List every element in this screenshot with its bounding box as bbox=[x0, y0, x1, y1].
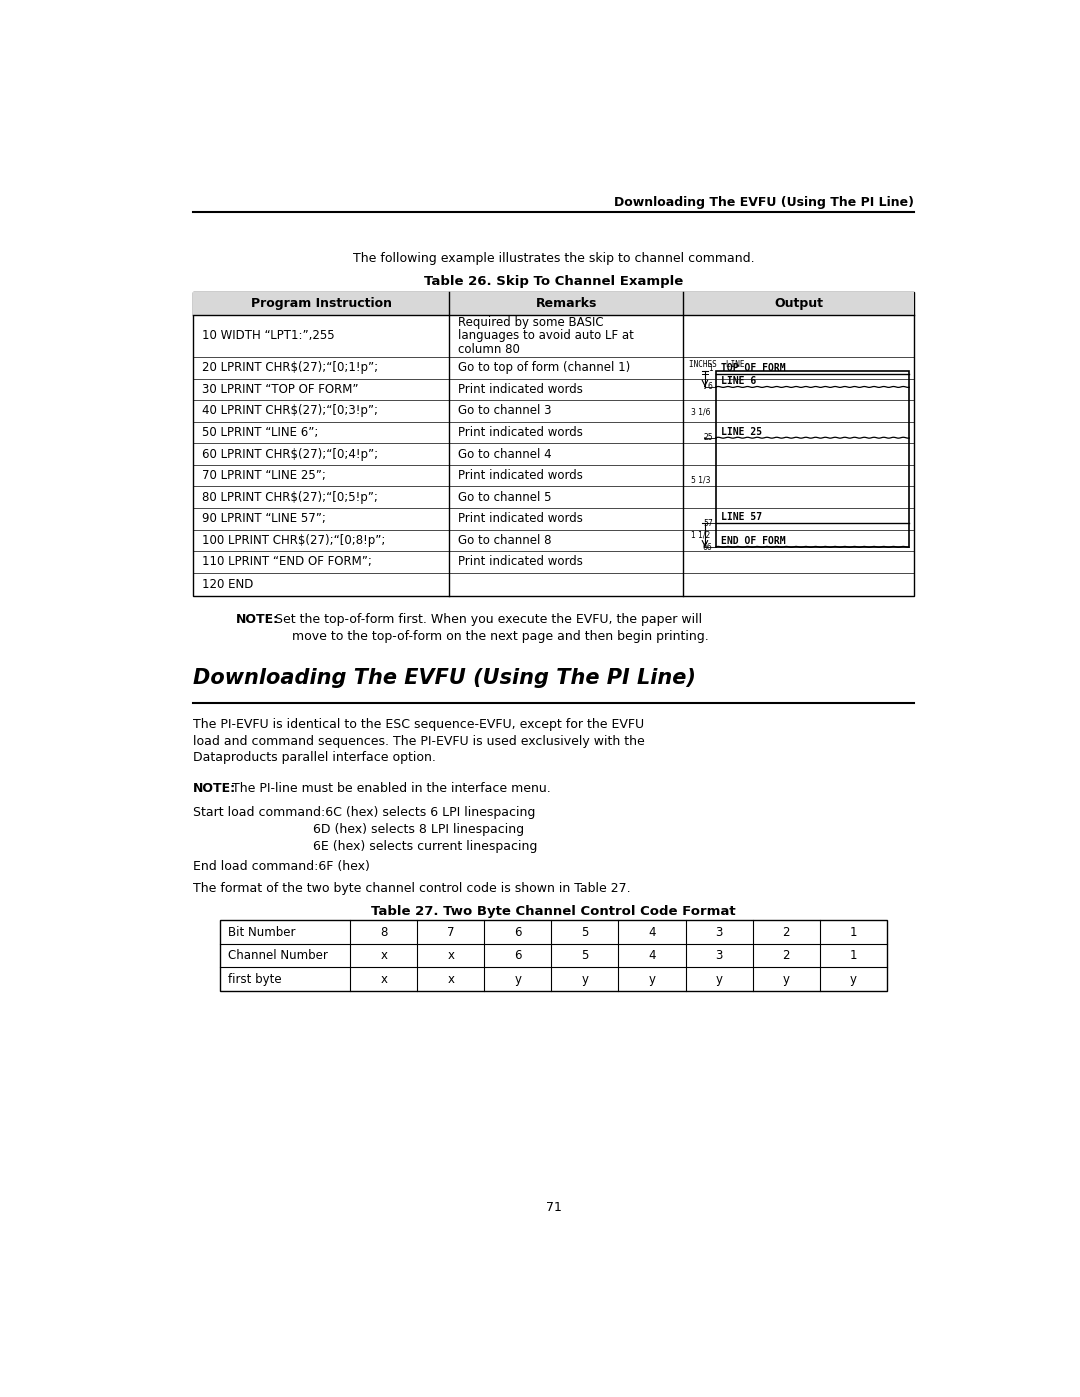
Text: 120 END: 120 END bbox=[202, 578, 254, 591]
Text: 40 LPRINT CHR$(27);“[0;3!p”;: 40 LPRINT CHR$(27);“[0;3!p”; bbox=[202, 405, 378, 418]
Text: 4: 4 bbox=[648, 949, 656, 963]
Text: first byte: first byte bbox=[228, 972, 282, 985]
Text: INCHES  LINE: INCHES LINE bbox=[689, 360, 745, 369]
Text: Output: Output bbox=[774, 296, 823, 310]
Text: The following example illustrates the skip to channel command.: The following example illustrates the sk… bbox=[353, 251, 754, 264]
Text: NOTE:: NOTE: bbox=[235, 613, 279, 626]
Text: Print indicated words: Print indicated words bbox=[458, 513, 583, 525]
Text: 3: 3 bbox=[715, 949, 723, 963]
Text: y: y bbox=[850, 972, 856, 985]
Text: 60 LPRINT CHR$(27);“[0;4!p”;: 60 LPRINT CHR$(27);“[0;4!p”; bbox=[202, 447, 379, 461]
Text: 80 LPRINT CHR$(27);“[0;5!p”;: 80 LPRINT CHR$(27);“[0;5!p”; bbox=[202, 490, 378, 504]
Text: 2: 2 bbox=[782, 926, 789, 939]
Text: 90 LPRINT “LINE 57”;: 90 LPRINT “LINE 57”; bbox=[202, 513, 326, 525]
Text: 3: 3 bbox=[715, 926, 723, 939]
Text: Print indicated words: Print indicated words bbox=[458, 383, 583, 395]
Text: 8: 8 bbox=[380, 926, 388, 939]
Text: 20 LPRINT CHR$(27);“[0;1!p”;: 20 LPRINT CHR$(27);“[0;1!p”; bbox=[202, 362, 379, 374]
Text: Go to channel 5: Go to channel 5 bbox=[458, 490, 552, 504]
Text: END OF FORM: END OF FORM bbox=[721, 536, 786, 546]
Text: 25: 25 bbox=[703, 433, 713, 443]
Text: 10 WIDTH “LPT1:”,255: 10 WIDTH “LPT1:”,255 bbox=[202, 330, 335, 342]
Text: x: x bbox=[447, 949, 455, 963]
Text: The PI-EVFU is identical to the ESC sequence-EVFU, except for the EVFU: The PI-EVFU is identical to the ESC sequ… bbox=[193, 718, 645, 731]
Text: Table 27. Two Byte Channel Control Code Format: Table 27. Two Byte Channel Control Code … bbox=[372, 905, 735, 918]
Text: languages to avoid auto LF at: languages to avoid auto LF at bbox=[458, 330, 634, 342]
Text: 71: 71 bbox=[545, 1201, 562, 1214]
Text: 5: 5 bbox=[581, 926, 589, 939]
Text: 1: 1 bbox=[707, 363, 713, 373]
Text: 6E (hex) selects current linespacing: 6E (hex) selects current linespacing bbox=[313, 840, 538, 854]
Text: The format of the two byte channel control code is shown in Table 27.: The format of the two byte channel contr… bbox=[193, 882, 631, 895]
Text: Print indicated words: Print indicated words bbox=[458, 469, 583, 482]
Text: End load command:6F (hex): End load command:6F (hex) bbox=[193, 861, 370, 873]
Text: 3 1/6: 3 1/6 bbox=[691, 408, 711, 416]
Text: 6: 6 bbox=[514, 926, 522, 939]
Text: load and command sequences. The PI-EVFU is used exclusively with the: load and command sequences. The PI-EVFU … bbox=[193, 735, 645, 747]
Text: 6: 6 bbox=[514, 949, 522, 963]
Text: Downloading The EVFU (Using The PI Line): Downloading The EVFU (Using The PI Line) bbox=[613, 196, 914, 210]
Text: Program Instruction: Program Instruction bbox=[251, 296, 392, 310]
Text: TOP OF FORM: TOP OF FORM bbox=[721, 363, 786, 373]
Text: Print indicated words: Print indicated words bbox=[458, 556, 583, 569]
Text: 70 LPRINT “LINE 25”;: 70 LPRINT “LINE 25”; bbox=[202, 469, 326, 482]
Text: Dataproducts parallel interface option.: Dataproducts parallel interface option. bbox=[193, 752, 436, 764]
Text: Table 26. Skip To Channel Example: Table 26. Skip To Channel Example bbox=[423, 275, 684, 288]
Text: 7: 7 bbox=[447, 926, 455, 939]
Text: Set the top-of-form first. When you execute the EVFU, the paper will: Set the top-of-form first. When you exec… bbox=[267, 613, 702, 626]
Text: 1 1/2: 1 1/2 bbox=[691, 531, 711, 539]
Text: Remarks: Remarks bbox=[536, 296, 597, 310]
Bar bbox=[220, 921, 887, 990]
Text: NOTE:: NOTE: bbox=[193, 782, 237, 795]
Text: Go to channel 3: Go to channel 3 bbox=[458, 405, 552, 418]
Text: 110 LPRINT “END OF FORM”;: 110 LPRINT “END OF FORM”; bbox=[202, 556, 373, 569]
Text: y: y bbox=[648, 972, 656, 985]
Bar bbox=[193, 292, 914, 314]
Text: 30 LPRINT “TOP OF FORM”: 30 LPRINT “TOP OF FORM” bbox=[202, 383, 359, 395]
Text: 5 1/3: 5 1/3 bbox=[691, 476, 711, 485]
Text: 100 LPRINT CHR$(27);“[0;8!p”;: 100 LPRINT CHR$(27);“[0;8!p”; bbox=[202, 534, 386, 546]
Text: 1: 1 bbox=[850, 926, 856, 939]
Bar bbox=[716, 372, 909, 548]
Text: 50 LPRINT “LINE 6”;: 50 LPRINT “LINE 6”; bbox=[202, 426, 319, 439]
Text: The PI-line must be enabled in the interface menu.: The PI-line must be enabled in the inter… bbox=[225, 782, 551, 795]
Text: y: y bbox=[514, 972, 522, 985]
Text: x: x bbox=[380, 949, 388, 963]
Text: LINE 6: LINE 6 bbox=[721, 376, 756, 386]
Text: y: y bbox=[581, 972, 589, 985]
Text: Start load command:6C (hex) selects 6 LPI linespacing: Start load command:6C (hex) selects 6 LP… bbox=[193, 806, 536, 820]
Text: 4: 4 bbox=[648, 926, 656, 939]
Text: Downloading The EVFU (Using The PI Line): Downloading The EVFU (Using The PI Line) bbox=[193, 668, 696, 689]
Bar bbox=[193, 292, 914, 595]
Text: x: x bbox=[447, 972, 455, 985]
Text: 6D (hex) selects 8 LPI linespacing: 6D (hex) selects 8 LPI linespacing bbox=[313, 823, 525, 837]
Text: Required by some BASIC: Required by some BASIC bbox=[458, 316, 604, 328]
Text: Channel Number: Channel Number bbox=[228, 949, 328, 963]
Text: y: y bbox=[716, 972, 723, 985]
Text: LINE 57: LINE 57 bbox=[721, 513, 762, 522]
Text: Go to top of form (channel 1): Go to top of form (channel 1) bbox=[458, 362, 631, 374]
Text: column 80: column 80 bbox=[458, 342, 521, 356]
Text: move to the top-of-form on the next page and then begin printing.: move to the top-of-form on the next page… bbox=[292, 630, 708, 643]
Text: Go to channel 8: Go to channel 8 bbox=[458, 534, 552, 546]
Text: LINE 25: LINE 25 bbox=[721, 427, 762, 437]
Text: x: x bbox=[380, 972, 388, 985]
Text: Go to channel 4: Go to channel 4 bbox=[458, 447, 552, 461]
Text: Bit Number: Bit Number bbox=[228, 926, 296, 939]
Text: Print indicated words: Print indicated words bbox=[458, 426, 583, 439]
Text: 66: 66 bbox=[703, 543, 713, 552]
Text: 5: 5 bbox=[581, 949, 589, 963]
Text: 6: 6 bbox=[707, 383, 713, 391]
Text: 57: 57 bbox=[703, 518, 713, 528]
Text: 2: 2 bbox=[782, 949, 789, 963]
Text: y: y bbox=[783, 972, 789, 985]
Text: 1: 1 bbox=[850, 949, 856, 963]
